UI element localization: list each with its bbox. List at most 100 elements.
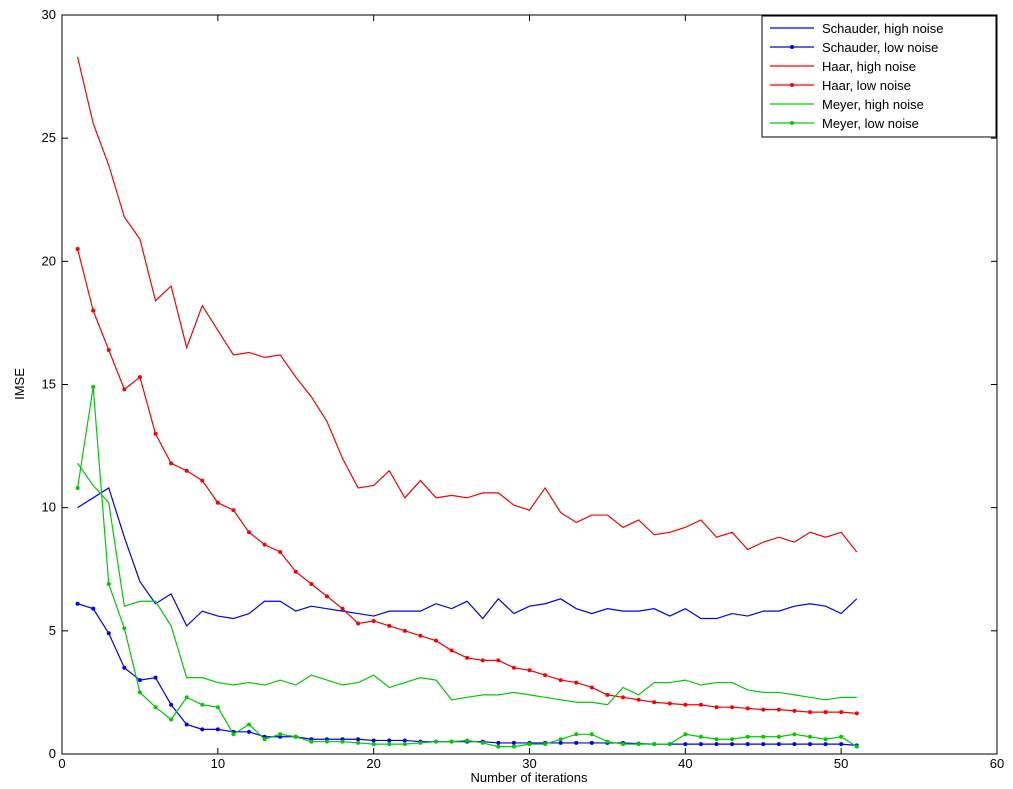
data-point-meyer-low-noise: [839, 734, 844, 739]
data-point-meyer-low-noise: [714, 737, 719, 742]
data-point-meyer-low-noise: [324, 739, 329, 744]
x-tick-label: 30: [522, 756, 536, 771]
data-point-schauder-low-noise: [122, 665, 127, 670]
data-point-meyer-low-noise: [215, 705, 220, 710]
legend-label: Schauder, high noise: [822, 21, 943, 36]
data-point-schauder-low-noise: [589, 740, 594, 745]
data-point-haar-low-noise: [324, 594, 329, 599]
data-point-meyer-low-noise: [122, 626, 127, 631]
data-point-schauder-low-noise: [371, 738, 376, 743]
data-point-schauder-low-noise: [808, 742, 812, 747]
legend-label: Meyer, low noise: [822, 116, 919, 131]
data-point-meyer-low-noise: [434, 739, 438, 744]
data-point-schauder-low-noise: [683, 742, 688, 747]
data-point-haar-low-noise: [761, 707, 766, 712]
data-point-haar-low-noise: [605, 692, 610, 697]
y-tick-label: 15: [42, 377, 56, 392]
data-point-schauder-low-noise: [745, 742, 750, 747]
data-point-haar-low-noise: [698, 702, 703, 707]
series-layer: [75, 56, 859, 749]
legend-box: [761, 15, 997, 138]
data-point-haar-low-noise: [402, 628, 407, 633]
data-point-meyer-low-noise: [652, 742, 657, 747]
data-point-meyer-low-noise: [745, 734, 750, 739]
data-point-haar-low-noise: [200, 478, 205, 483]
data-point-haar-low-noise: [652, 700, 657, 705]
data-point-haar-low-noise: [91, 308, 96, 313]
y-axis-title: IMSE: [12, 368, 27, 400]
legend-marker: [790, 45, 794, 49]
data-point-haar-low-noise: [184, 468, 189, 473]
data-point-meyer-low-noise: [808, 734, 812, 739]
legend-label: Haar, high noise: [822, 59, 916, 74]
y-tick-label: 10: [42, 500, 56, 515]
data-point-schauder-low-noise: [761, 742, 766, 747]
data-point-meyer-low-noise: [340, 739, 345, 744]
data-point-meyer-low-noise: [761, 734, 766, 739]
data-point-haar-low-noise: [434, 638, 438, 643]
plot-area: [61, 14, 998, 755]
data-point-meyer-low-noise: [496, 744, 501, 749]
data-point-haar-low-noise: [465, 655, 470, 660]
data-point-meyer-low-noise: [527, 742, 532, 747]
legend-label: Haar, low noise: [822, 78, 911, 93]
data-point-meyer-low-noise: [683, 732, 688, 737]
data-point-haar-low-noise: [854, 711, 859, 716]
data-point-schauder-low-noise: [200, 727, 205, 732]
legend-marker: [790, 121, 794, 125]
data-point-meyer-low-noise: [854, 744, 859, 749]
data-point-meyer-low-noise: [200, 702, 205, 707]
data-point-haar-low-noise: [683, 702, 688, 707]
data-point-meyer-low-noise: [75, 485, 80, 490]
data-point-schauder-low-noise: [698, 742, 703, 747]
data-point-meyer-low-noise: [371, 742, 376, 747]
data-point-meyer-low-noise: [247, 722, 251, 727]
data-point-haar-low-noise: [480, 658, 485, 663]
x-tick-label: 50: [834, 756, 848, 771]
data-point-haar-low-noise: [387, 623, 392, 628]
data-point-meyer-low-noise: [667, 742, 672, 747]
x-tick-label: 20: [366, 756, 380, 771]
data-point-haar-low-noise: [106, 348, 111, 353]
legend-label: Schauder, low noise: [822, 40, 938, 55]
data-point-haar-low-noise: [714, 705, 719, 710]
data-point-meyer-low-noise: [511, 744, 516, 749]
data-point-schauder-low-noise: [511, 740, 516, 745]
data-point-meyer-low-noise: [449, 739, 454, 744]
y-tick-label: 25: [42, 130, 56, 145]
legend-label: Meyer, high noise: [822, 97, 924, 112]
data-point-schauder-low-noise: [574, 740, 579, 745]
data-point-meyer-low-noise: [418, 740, 423, 745]
data-point-meyer-low-noise: [698, 734, 703, 739]
data-point-haar-low-noise: [262, 542, 267, 547]
legend: Schauder, high noise Schauder, low noise H…: [761, 15, 997, 138]
data-point-meyer-low-noise: [169, 717, 174, 722]
data-point-meyer-low-noise: [558, 737, 563, 742]
data-point-haar-low-noise: [169, 461, 174, 466]
data-point-haar-low-noise: [278, 550, 283, 555]
data-point-haar-low-noise: [153, 431, 158, 436]
data-point-haar-low-noise: [527, 668, 532, 673]
data-point-meyer-low-noise: [387, 742, 392, 747]
data-point-meyer-low-noise: [823, 737, 828, 742]
data-point-haar-low-noise: [776, 707, 781, 712]
data-point-schauder-low-noise: [169, 702, 174, 707]
data-point-schauder-low-noise: [356, 737, 361, 742]
data-point-meyer-low-noise: [636, 742, 641, 747]
data-point-haar-low-noise: [823, 710, 828, 715]
y-tick-label: 20: [42, 253, 56, 268]
data-point-haar-low-noise: [293, 569, 298, 574]
data-point-meyer-low-noise: [137, 690, 142, 695]
data-point-schauder-low-noise: [215, 727, 220, 732]
data-point-schauder-low-noise: [730, 742, 735, 747]
data-point-haar-low-noise: [792, 708, 797, 713]
data-point-schauder-low-noise: [792, 742, 797, 747]
data-point-schauder-low-noise: [558, 740, 563, 745]
data-point-haar-low-noise: [543, 673, 548, 678]
data-point-haar-low-noise: [496, 658, 501, 663]
data-point-schauder-low-noise: [247, 729, 251, 734]
data-point-meyer-low-noise: [480, 740, 485, 745]
y-tick-label: 0: [49, 746, 56, 761]
data-point-haar-low-noise: [231, 508, 236, 513]
